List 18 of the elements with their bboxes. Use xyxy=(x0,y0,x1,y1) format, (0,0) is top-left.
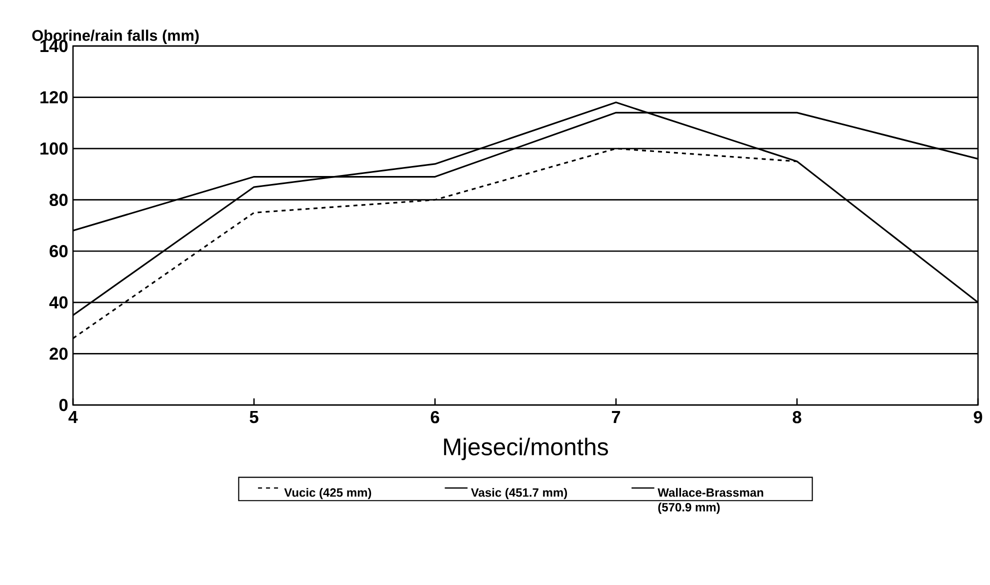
y-tick-label: 120 xyxy=(40,91,68,104)
legend-label: Wallace-Brassman (570.9 mm) xyxy=(658,488,764,514)
x-tick-label: 4 xyxy=(68,411,78,423)
x-tick-label: 8 xyxy=(792,411,802,424)
y-tick-label: 20 xyxy=(50,348,68,360)
legend-label: Vasic (451.7 mm) xyxy=(470,488,567,500)
y-tick-label: 100 xyxy=(40,142,68,155)
x-tick-label: 5 xyxy=(250,411,258,424)
y-tick-label: 40 xyxy=(49,296,68,309)
legend-label: Vucic (425 mm) xyxy=(284,488,372,500)
x-tick-label: 6 xyxy=(430,411,440,424)
y-tick-label: 60 xyxy=(50,244,68,258)
x-axis-title: Mjeseci/months xyxy=(444,438,608,460)
x-tick-label: 7 xyxy=(612,411,620,423)
y-tick-label: 0 xyxy=(59,398,68,412)
y-tick-label: 80 xyxy=(50,194,68,206)
x-tick-label: 9 xyxy=(974,411,982,424)
y-tick-label: 140 xyxy=(40,40,68,52)
